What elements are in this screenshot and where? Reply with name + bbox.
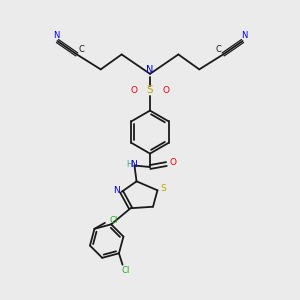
Text: O: O bbox=[131, 86, 138, 95]
Text: Cl: Cl bbox=[122, 266, 130, 275]
Text: N: N bbox=[130, 160, 137, 169]
Text: O: O bbox=[169, 158, 176, 167]
Text: N: N bbox=[113, 186, 120, 195]
Text: C: C bbox=[216, 45, 222, 54]
Text: H: H bbox=[126, 160, 132, 169]
Text: C: C bbox=[78, 45, 84, 54]
Text: S: S bbox=[160, 184, 166, 193]
Text: Cl: Cl bbox=[109, 216, 118, 225]
Text: O: O bbox=[162, 86, 169, 95]
Text: N: N bbox=[241, 31, 247, 40]
Text: N: N bbox=[146, 65, 154, 75]
Text: N: N bbox=[53, 31, 59, 40]
Text: S: S bbox=[147, 85, 153, 95]
